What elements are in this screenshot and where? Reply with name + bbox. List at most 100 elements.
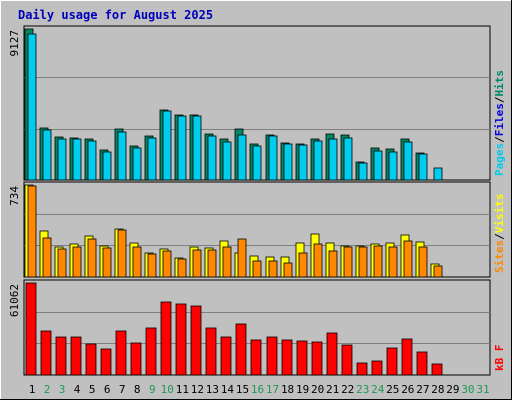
day-label-22: 22 [341, 383, 354, 396]
bar-kb-f-day-5 [85, 343, 97, 376]
bar-sites-day-24 [373, 245, 383, 278]
bar-kb-f-day-16 [250, 339, 262, 376]
bar-pages-day-11 [177, 115, 187, 181]
panel-visits-sites: 734 Sites/Visits [8, 181, 506, 278]
bar-sites-day-6 [102, 247, 112, 278]
bar-sites-day-2 [42, 237, 52, 278]
bar-pages-day-13 [207, 135, 217, 181]
legend-separator: / [493, 96, 506, 103]
day-label-7: 7 [119, 383, 126, 396]
legend-separator: / [493, 233, 506, 240]
bar-sites-day-28 [433, 265, 443, 278]
bar-pages-day-22 [343, 137, 353, 181]
legend-item: F [493, 345, 506, 352]
bar-pages-day-20 [313, 140, 323, 181]
legend-item: Visits [493, 194, 506, 234]
day-label-9: 9 [149, 383, 156, 396]
bar-pages-day-7 [117, 131, 127, 181]
bar-sites-day-26 [403, 240, 413, 278]
day-label-15: 15 [236, 383, 249, 396]
y-max-label: 9127 [8, 30, 21, 57]
bar-kb-f-day-17 [266, 336, 278, 376]
day-label-18: 18 [281, 383, 294, 396]
bar-sites-day-4 [72, 246, 82, 278]
bar-sites-day-22 [343, 246, 353, 278]
bar-kb-f-day-8 [130, 342, 142, 376]
day-label-3: 3 [59, 383, 66, 396]
bar-pages-day-6 [102, 151, 112, 181]
bar-sites-day-9 [147, 253, 157, 278]
bar-sites-day-13 [207, 249, 217, 278]
bar-sites-day-27 [418, 246, 428, 278]
bar-pages-day-2 [42, 129, 52, 181]
bar-sites-day-3 [57, 248, 67, 278]
legend-item: Pages [493, 143, 506, 176]
bar-sites-day-15 [237, 238, 247, 278]
bar-pages-day-23 [358, 162, 368, 181]
legend-visits-sites: Sites/Visits [493, 194, 506, 274]
day-label-23: 23 [356, 383, 369, 396]
y-max-label: 734 [8, 186, 21, 206]
bar-kb-f-day-11 [175, 303, 187, 376]
legend-item: Files [493, 103, 506, 136]
bar-kb-f-day-26 [401, 338, 413, 376]
bar-kb-f-day-28 [431, 363, 443, 376]
bar-pages-day-21 [328, 138, 338, 181]
bar-pages-day-15 [237, 134, 247, 181]
bar-kb-f-day-23 [356, 362, 368, 376]
bar-kb-f-day-1 [25, 282, 37, 376]
bar-pages-day-12 [192, 115, 202, 181]
day-label-4: 4 [74, 383, 81, 396]
bar-pages-day-4 [72, 138, 82, 181]
bar-kb-f-day-21 [326, 332, 338, 376]
bar-pages-day-8 [132, 147, 142, 181]
bar-pages-day-26 [403, 141, 413, 181]
bar-sites-day-10 [162, 250, 172, 278]
bar-kb-f-day-14 [220, 336, 232, 376]
bar-kb-f-day-12 [190, 305, 202, 376]
bar-pages-day-24 [373, 150, 383, 181]
bar-sites-day-11 [177, 258, 187, 278]
bar-sites-day-23 [358, 246, 368, 278]
day-label-21: 21 [326, 383, 339, 396]
bar-pages-day-27 [418, 153, 428, 181]
bar-pages-day-18 [283, 143, 293, 181]
bar-pages-day-3 [57, 138, 67, 181]
day-label-8: 8 [134, 383, 141, 396]
day-label-16: 16 [251, 383, 264, 396]
day-label-30: 30 [461, 383, 474, 396]
bar-kb-f-day-9 [145, 327, 157, 376]
day-label-28: 28 [431, 383, 444, 396]
day-label-29: 29 [446, 383, 459, 396]
bar-kb-f-day-20 [311, 341, 323, 376]
day-label-19: 19 [296, 383, 309, 396]
bar-kb-f-day-18 [281, 339, 293, 376]
day-label-25: 25 [386, 383, 399, 396]
legend-separator [493, 351, 506, 358]
day-label-24: 24 [371, 383, 385, 396]
bar-pages-day-9 [147, 137, 157, 181]
day-label-2: 2 [44, 383, 51, 396]
bar-pages-day-19 [298, 144, 308, 181]
legend-separator: / [493, 136, 506, 143]
bar-sites-day-17 [268, 260, 278, 278]
bar-pages-day-16 [252, 145, 262, 181]
day-label-10: 10 [161, 383, 174, 396]
bar-sites-day-20 [313, 243, 323, 278]
bar-kb-f-day-7 [115, 330, 127, 376]
bar-pages-day-14 [222, 141, 232, 181]
bar-kb-f-day-13 [205, 327, 217, 376]
day-label-17: 17 [266, 383, 279, 396]
bar-sites-day-16 [252, 260, 262, 278]
legend-item: Hits [493, 70, 506, 97]
bar-kb-f-day-4 [70, 336, 82, 376]
bar-kb-f-day-3 [55, 336, 67, 376]
day-label-26: 26 [401, 383, 414, 396]
bar-sites-day-14 [222, 246, 232, 278]
bar-pages-day-10 [162, 110, 172, 181]
day-label-31: 31 [476, 383, 489, 396]
bar-kb-f-day-2 [40, 330, 52, 376]
day-label-5: 5 [89, 383, 96, 396]
bar-pages-day-1 [27, 33, 37, 181]
